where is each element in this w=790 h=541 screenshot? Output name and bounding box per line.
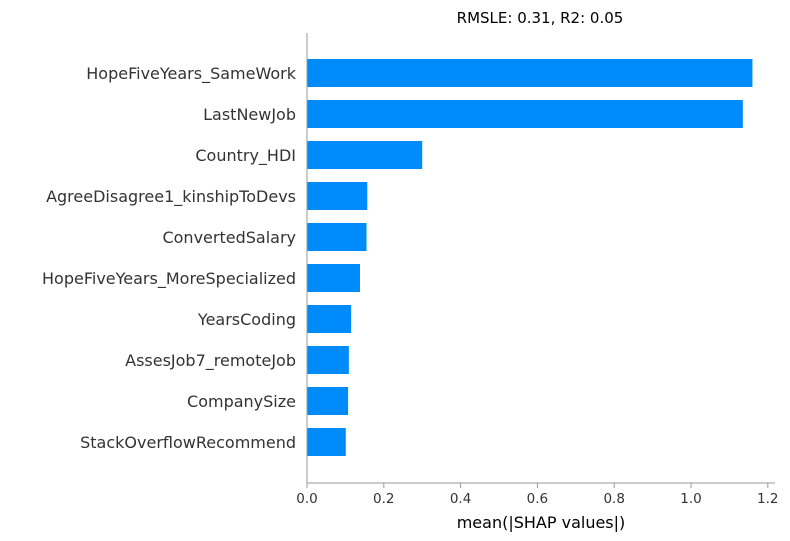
chart-title: RMSLE: 0.31, R2: 0.05	[457, 9, 624, 27]
bar-AgreeDisagree1_kinshipToDevs	[307, 182, 367, 210]
x-axis-title: mean(|SHAP values|)	[457, 513, 626, 532]
feature-label-AgreeDisagree1_kinshipToDevs: AgreeDisagree1_kinshipToDevs	[46, 187, 296, 207]
bar-HopeFiveYears_SameWork	[307, 59, 752, 87]
bar-LastNewJob	[307, 100, 743, 128]
bar-Country_HDI	[307, 141, 422, 169]
feature-label-StackOverflowRecommend: StackOverflowRecommend	[80, 433, 296, 452]
x-tick-label: 0.6	[527, 491, 548, 507]
feature-label-CompanySize: CompanySize	[187, 392, 296, 411]
feature-label-HopeFiveYears_MoreSpecialized: HopeFiveYears_MoreSpecialized	[42, 269, 296, 289]
x-tick-label: 0.0	[296, 491, 317, 507]
x-tick-label: 0.4	[450, 491, 471, 507]
x-tick-label: 1.0	[680, 491, 701, 507]
feature-label-YearsCoding: YearsCoding	[197, 310, 296, 329]
feature-label-LastNewJob: LastNewJob	[203, 105, 296, 124]
x-tick-label: 0.8	[603, 491, 624, 507]
bars-group	[307, 59, 752, 456]
feature-label-HopeFiveYears_SameWork: HopeFiveYears_SameWork	[86, 64, 296, 84]
feature-labels-group: HopeFiveYears_SameWork LastNewJob Country_…	[42, 64, 297, 452]
bar-StackOverflowRecommend	[307, 428, 346, 456]
feature-label-ConvertedSalary: ConvertedSalary	[162, 228, 296, 247]
x-tick-label: 0.2	[373, 491, 394, 507]
bar-YearsCoding	[307, 305, 351, 333]
bar-HopeFiveYears_MoreSpecialized	[307, 264, 360, 292]
bar-AssesJob7_remoteJob	[307, 346, 349, 374]
x-ticks-group: 0.0 0.2 0.4 0.6 0.8 1.0 1.2	[296, 483, 778, 507]
feature-label-AssesJob7_remoteJob: AssesJob7_remoteJob	[125, 351, 296, 371]
bar-CompanySize	[307, 387, 348, 415]
feature-label-Country_HDI: Country_HDI	[195, 146, 296, 166]
x-tick-label: 1.2	[757, 491, 778, 507]
bar-ConvertedSalary	[307, 223, 367, 251]
